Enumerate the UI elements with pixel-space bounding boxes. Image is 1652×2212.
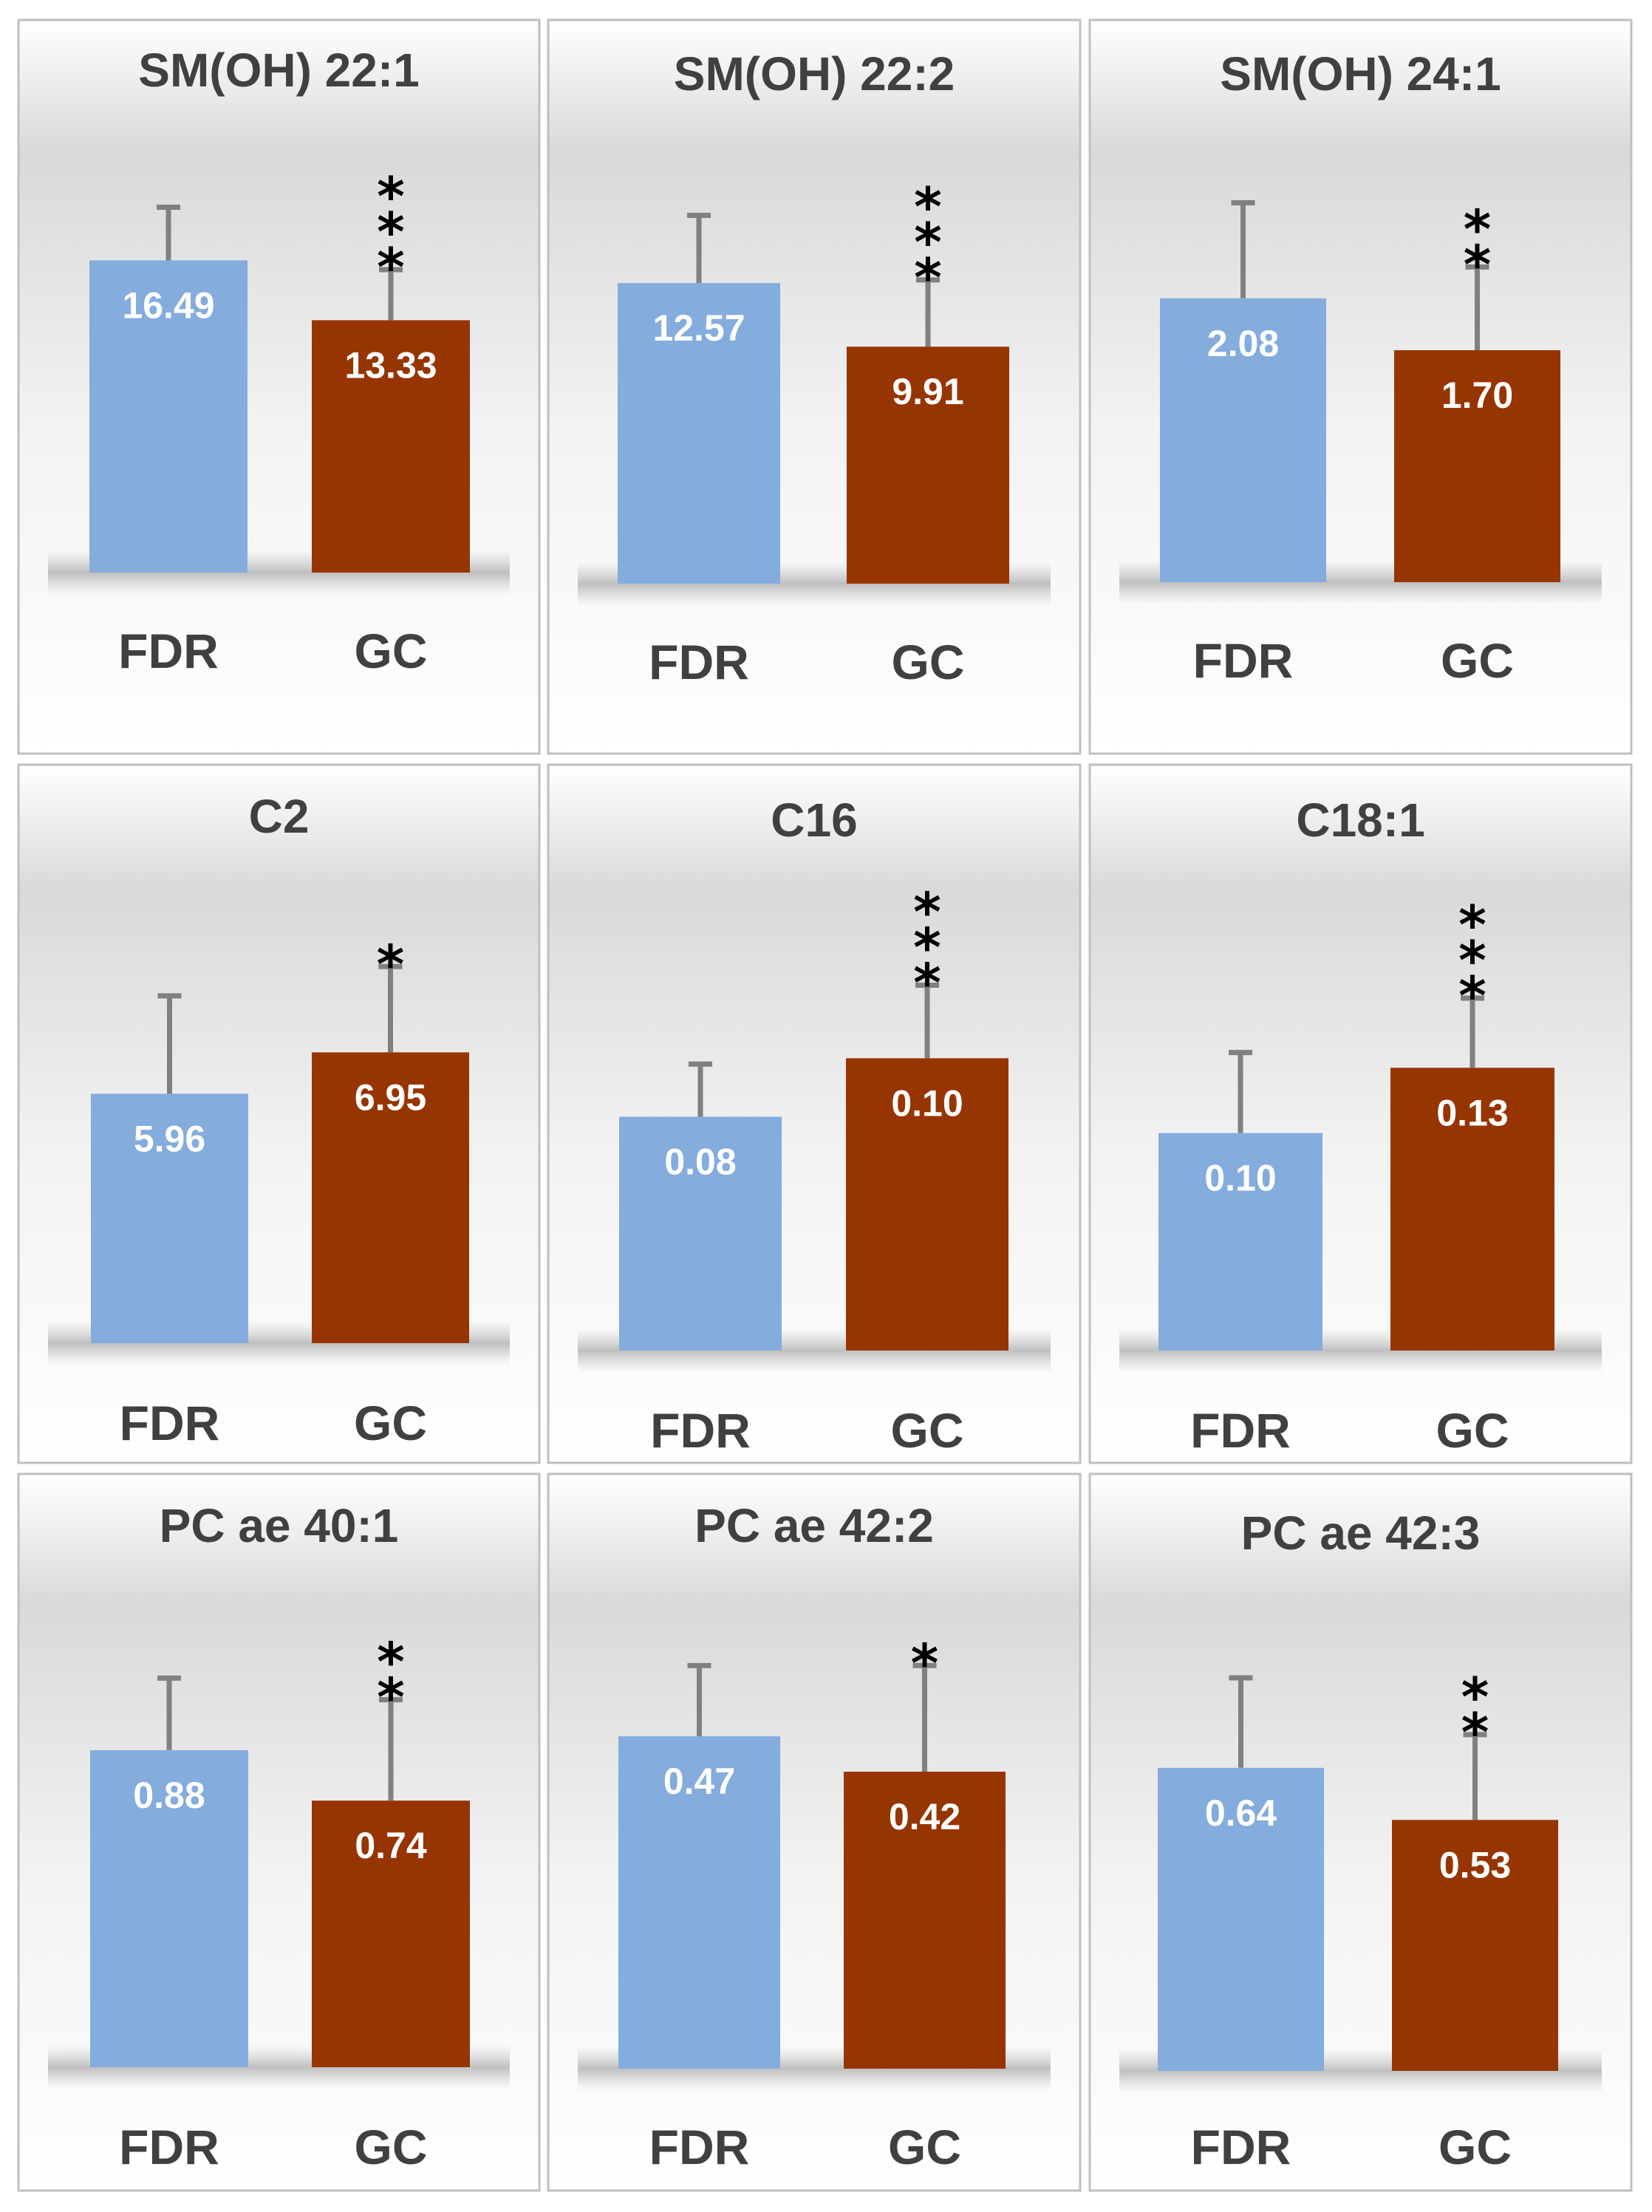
significance-marker: * * [377,1631,405,1729]
chart-panel: PC ae 42:3 0.64 FDR 0.53 GC * * [1088,1472,1633,2192]
category-label-gc: GC [891,1403,964,1458]
bar-fdr [1158,1767,1324,2071]
bar-gc [1390,1068,1554,1351]
significance-marker: * [377,933,405,995]
bar-gc [1394,350,1560,582]
chart-panel: C2 5.96 FDR 6.95 GC * [17,763,541,1464]
bar-fdr [89,260,248,573]
value-label: 0.08 [664,1141,736,1183]
category-label-gc: GC [354,1396,427,1450]
value-label: 0.74 [355,1825,427,1866]
bar-gc [846,1058,1008,1351]
value-label: 12.57 [652,307,745,349]
significance-marker: * * * [377,165,405,298]
value-label: 0.47 [663,1761,735,1802]
chart-panel: C18:1 0.10 FDR 0.13 GC * * * [1088,763,1633,1464]
bar-gc [312,1052,469,1343]
value-label: 13.33 [344,344,437,386]
significance-marker: * * * [1458,894,1487,1027]
significance-marker: * * [1461,1666,1489,1764]
category-label-gc: GC [1441,633,1514,688]
category-label-gc: GC [892,635,965,689]
significance-marker: * * * [914,176,942,309]
significance-marker: * * * [913,881,941,1014]
value-label: 0.10 [1204,1158,1276,1199]
category-label-fdr: FDR [120,1396,220,1450]
category-label-fdr: FDR [1190,1403,1291,1458]
chart-panel: PC ae 40:1 0.88 FDR 0.74 GC * * [17,1472,541,2192]
category-label-fdr: FDR [1191,2120,1291,2174]
bar-fdr [91,1093,248,1343]
category-label-fdr: FDR [118,624,219,678]
chart-title: C16 [771,793,857,847]
category-label-fdr: FDR [1193,633,1294,688]
chart-panel: PC ae 42:2 0.47 FDR 0.42 GC * [547,1472,1082,2192]
value-label: 0.64 [1205,1792,1277,1834]
value-label: 9.91 [892,371,963,412]
chart-title: SM(OH) 24:1 [1220,47,1501,100]
chart-title: C18:1 [1296,793,1424,847]
bar-gc [847,347,1009,584]
category-label-fdr: FDR [649,2120,750,2174]
category-label-gc: GC [355,624,428,678]
value-label: 6.95 [355,1076,426,1118]
category-label-gc: GC [1436,1403,1509,1458]
value-label: 0.10 [891,1082,963,1124]
bar-fdr [619,1116,782,1351]
category-label-fdr: FDR [119,2120,219,2174]
value-label: 0.88 [133,1775,205,1816]
category-label-gc: GC [888,2120,961,2174]
chart-panel: SM(OH) 22:1 16.49 FDR 13.33 GC * * * [17,18,541,755]
chart-panel: C16 0.08 FDR 0.10 GC * * * [547,763,1082,1464]
category-label-fdr: FDR [650,1403,751,1458]
significance-marker: * [911,1632,939,1694]
bar-fdr [1158,1133,1322,1351]
value-label: 0.13 [1436,1092,1508,1133]
value-label: 16.49 [122,284,214,326]
value-label: 2.08 [1207,323,1279,364]
bar-gc [312,1800,470,2067]
bar-gc [844,1772,1006,2069]
bar-fdr [618,1736,780,2069]
category-label-gc: GC [1438,2120,1512,2174]
category-label-gc: GC [355,2120,428,2174]
chart-panel: SM(OH) 24:1 2.08 FDR 1.70 GC * * [1088,18,1633,755]
chart-title: SM(OH) 22:1 [138,44,420,97]
chart-title: PC ae 42:2 [694,1499,934,1552]
bar-gc [312,320,470,573]
significance-marker: * * [1464,198,1492,296]
bar-gc [1392,1820,1558,2071]
category-label-fdr: FDR [649,635,749,689]
bar-fdr [1160,298,1326,582]
bar-fdr [618,283,780,584]
value-label: 0.42 [889,1796,960,1837]
chart-title: C2 [249,790,310,843]
bar-fdr [90,1750,248,2067]
chart-title: PC ae 42:3 [1241,1506,1481,1560]
chart-panel: SM(OH) 22:2 12.57 FDR 9.91 GC * * * [547,18,1082,755]
value-label: 5.96 [134,1118,205,1159]
value-label: 0.53 [1439,1844,1511,1885]
chart-title: PC ae 40:1 [160,1499,399,1552]
chart-title: SM(OH) 22:2 [674,47,955,100]
value-label: 1.70 [1441,375,1513,416]
